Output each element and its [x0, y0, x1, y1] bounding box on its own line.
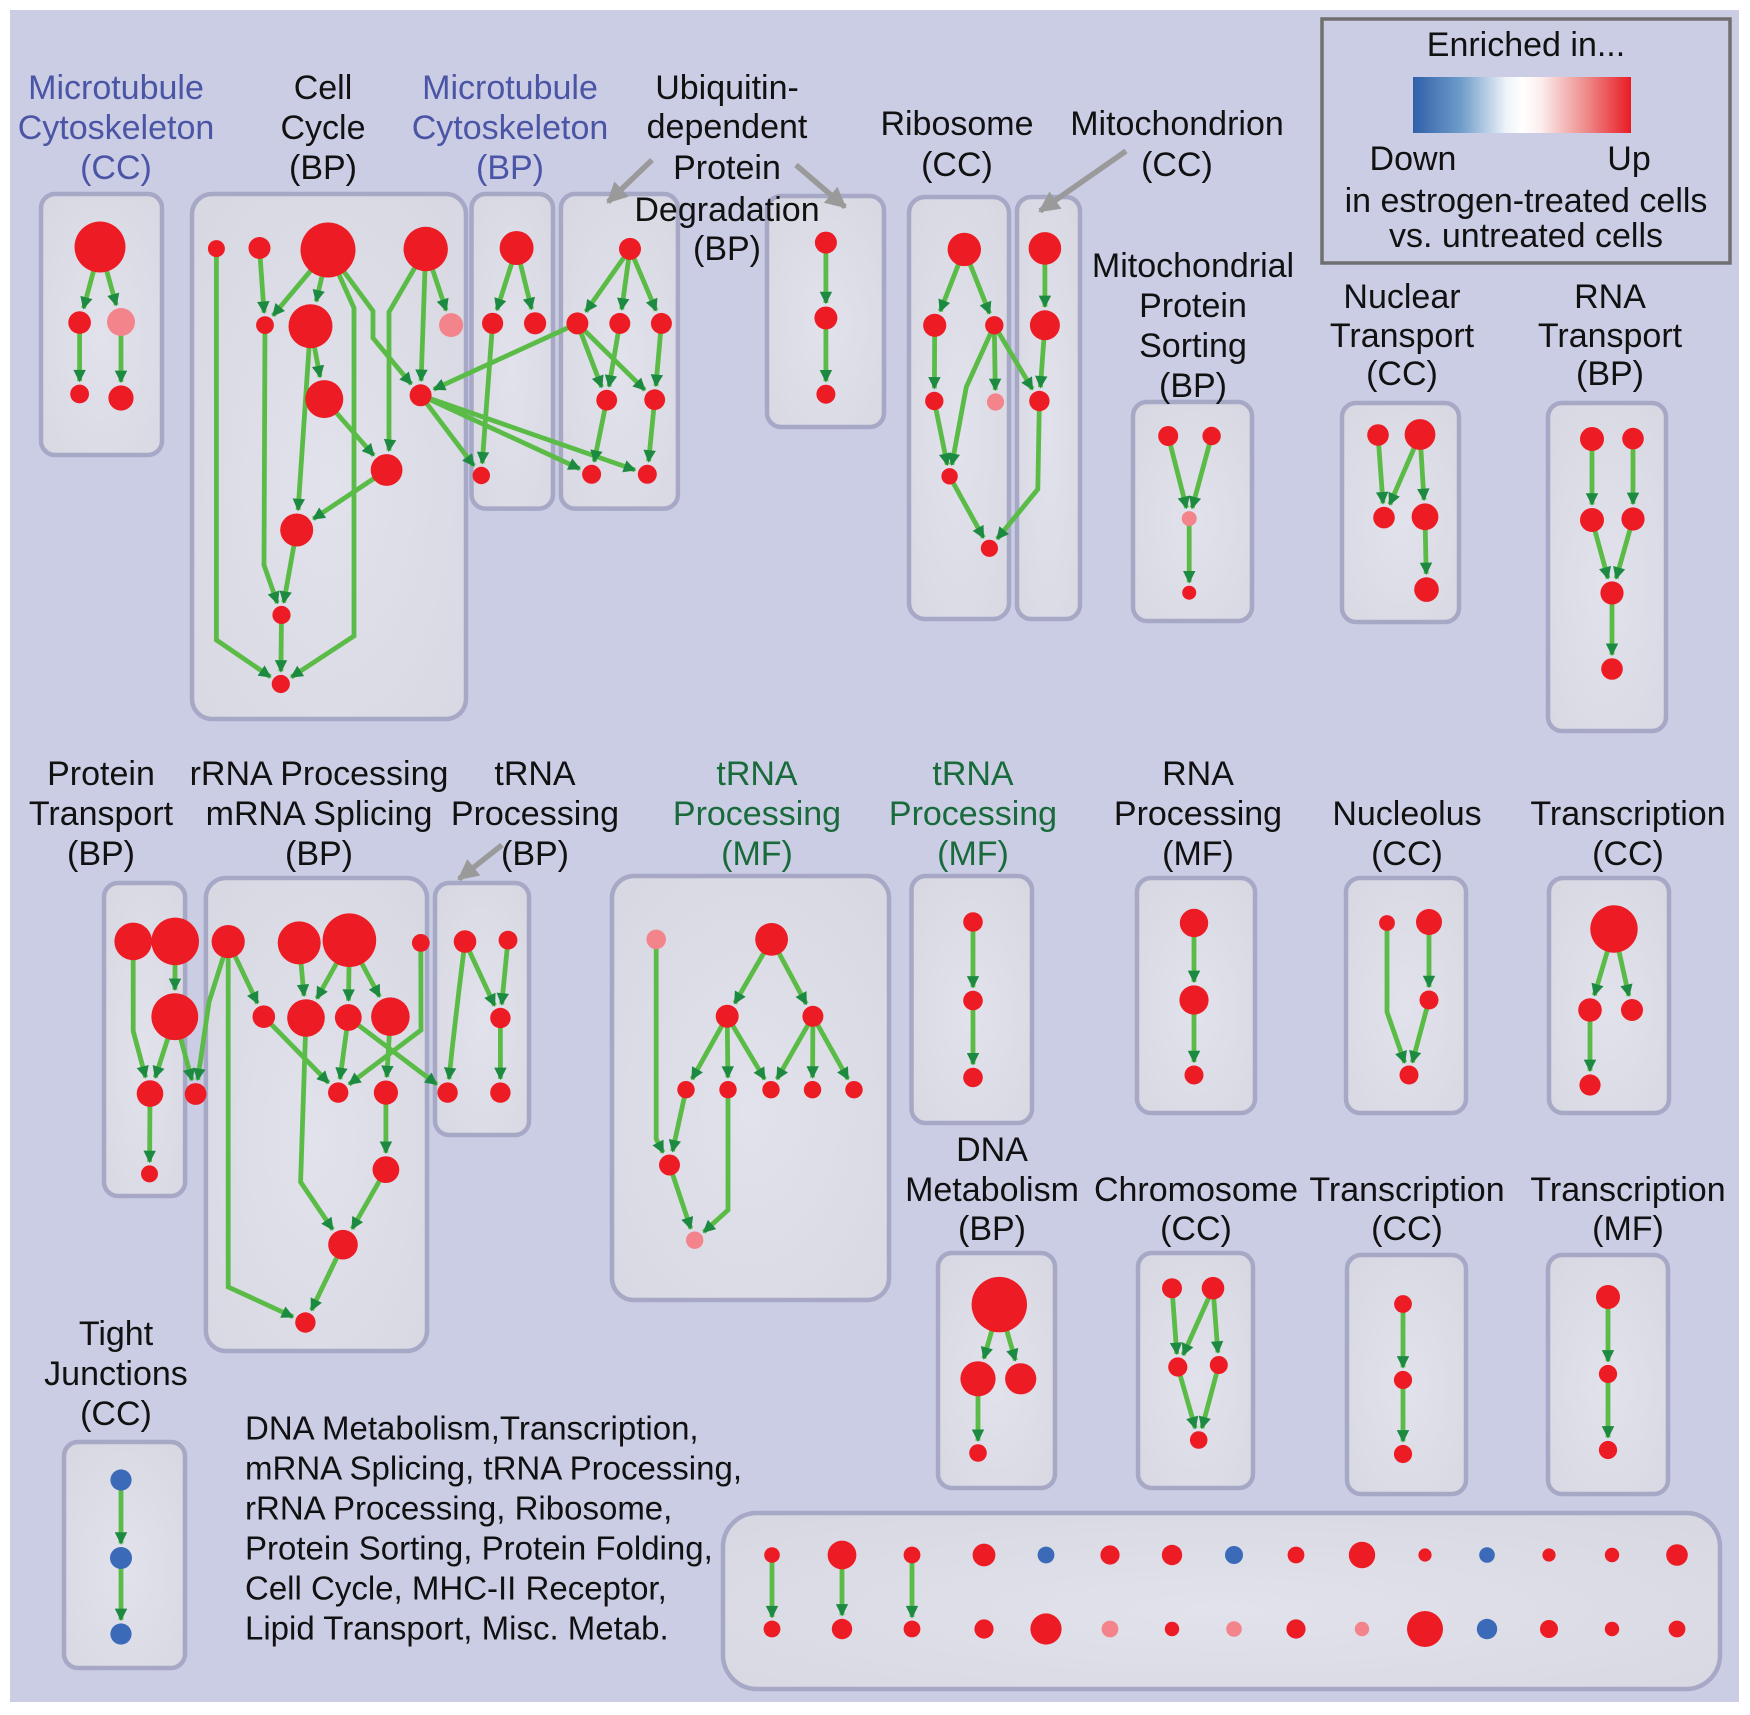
svg-text:Enriched in...: Enriched in... — [1427, 26, 1625, 64]
svg-text:Protein: Protein — [47, 755, 155, 793]
svg-text:(CC): (CC) — [80, 149, 152, 187]
svg-text:dependent: dependent — [647, 108, 808, 146]
svg-text:(BP): (BP) — [289, 149, 357, 187]
svg-text:(CC): (CC) — [1371, 835, 1443, 873]
svg-text:Ribosome: Ribosome — [880, 105, 1033, 143]
svg-text:Metabolism: Metabolism — [905, 1171, 1079, 1209]
svg-text:DNA Metabolism,Transcription,: DNA Metabolism,Transcription, — [245, 1410, 699, 1447]
svg-text:Up: Up — [1607, 140, 1650, 178]
svg-text:Transcription: Transcription — [1309, 1171, 1504, 1209]
svg-text:in estrogen-treated cells: in estrogen-treated cells — [1345, 182, 1708, 220]
svg-text:Cell Cycle, MHC-II Receptor,: Cell Cycle, MHC-II Receptor, — [245, 1570, 667, 1607]
svg-text:Nuclear: Nuclear — [1343, 278, 1460, 316]
svg-text:Nucleolus: Nucleolus — [1332, 795, 1481, 833]
svg-text:Processing: Processing — [889, 795, 1057, 833]
svg-text:Junctions: Junctions — [44, 1355, 188, 1393]
svg-text:(CC): (CC) — [921, 146, 993, 184]
svg-text:Cytoskeleton: Cytoskeleton — [412, 109, 609, 147]
svg-text:Protein: Protein — [673, 149, 781, 187]
svg-text:Sorting: Sorting — [1139, 327, 1247, 365]
svg-text:Microtubule: Microtubule — [422, 69, 598, 107]
svg-text:Transcription: Transcription — [1530, 795, 1725, 833]
svg-text:tRNA: tRNA — [716, 755, 798, 793]
svg-text:(BP): (BP) — [67, 835, 135, 873]
svg-text:tRNA: tRNA — [494, 755, 576, 793]
svg-text:tRNA: tRNA — [932, 755, 1014, 793]
svg-text:Microtubule: Microtubule — [28, 69, 204, 107]
svg-text:Down: Down — [1370, 140, 1457, 178]
svg-text:Processing: Processing — [451, 795, 619, 833]
svg-text:RNA: RNA — [1162, 755, 1234, 793]
svg-text:Protein: Protein — [1139, 287, 1247, 325]
svg-text:Cell: Cell — [294, 69, 353, 107]
svg-text:(CC): (CC) — [1592, 835, 1664, 873]
svg-text:(CC): (CC) — [80, 1395, 152, 1433]
svg-text:Processing: Processing — [1114, 795, 1282, 833]
svg-text:rRNA Processing, Ribosome,: rRNA Processing, Ribosome, — [245, 1490, 672, 1527]
svg-text:Transport: Transport — [1538, 317, 1683, 355]
svg-text:Tight: Tight — [79, 1315, 154, 1353]
svg-text:RNA: RNA — [1574, 278, 1646, 316]
svg-text:Lipid Transport, Misc. Metab.: Lipid Transport, Misc. Metab. — [245, 1610, 669, 1647]
svg-text:Mitochondrion: Mitochondrion — [1070, 105, 1284, 143]
svg-text:Ubiquitin-: Ubiquitin- — [655, 69, 799, 107]
svg-text:(CC): (CC) — [1366, 355, 1438, 393]
svg-text:Transcription: Transcription — [1530, 1171, 1725, 1209]
svg-text:Degradation: Degradation — [634, 191, 819, 229]
svg-text:(BP): (BP) — [476, 149, 544, 187]
svg-text:Chromosome: Chromosome — [1094, 1171, 1298, 1209]
svg-text:rRNA Processing: rRNA Processing — [190, 755, 449, 793]
svg-text:(CC): (CC) — [1160, 1210, 1232, 1248]
svg-text:(BP): (BP) — [1159, 367, 1227, 405]
svg-text:(MF): (MF) — [1592, 1210, 1664, 1248]
svg-text:(BP): (BP) — [1576, 355, 1644, 393]
svg-text:mRNA Splicing: mRNA Splicing — [206, 795, 433, 833]
svg-text:(MF): (MF) — [721, 835, 793, 873]
svg-text:mRNA Splicing, tRNA Processing: mRNA Splicing, tRNA Processing, — [245, 1450, 742, 1487]
svg-text:Transport: Transport — [1330, 317, 1475, 355]
svg-text:Cycle: Cycle — [280, 109, 365, 147]
svg-text:(MF): (MF) — [1162, 835, 1234, 873]
svg-text:(BP): (BP) — [285, 835, 353, 873]
svg-text:Cytoskeleton: Cytoskeleton — [18, 109, 215, 147]
svg-text:Protein Sorting, Protein Foldi: Protein Sorting, Protein Folding, — [245, 1530, 713, 1567]
svg-text:(CC): (CC) — [1141, 146, 1213, 184]
svg-text:vs. untreated cells: vs. untreated cells — [1389, 217, 1663, 255]
svg-text:(BP): (BP) — [501, 835, 569, 873]
svg-text:Mitochondrial: Mitochondrial — [1092, 247, 1294, 285]
svg-text:(BP): (BP) — [958, 1210, 1026, 1248]
svg-text:(CC): (CC) — [1371, 1210, 1443, 1248]
svg-text:Processing: Processing — [673, 795, 841, 833]
svg-text:Transport: Transport — [29, 795, 174, 833]
svg-text:(BP): (BP) — [693, 230, 761, 268]
svg-text:(MF): (MF) — [937, 835, 1009, 873]
svg-text:DNA: DNA — [956, 1131, 1028, 1169]
